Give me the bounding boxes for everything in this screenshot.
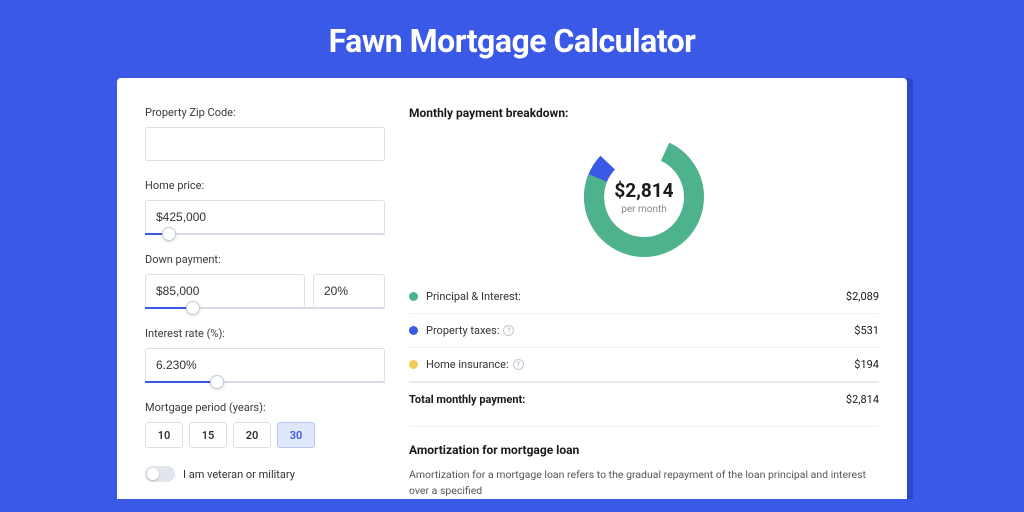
breakdown-title: Monthly payment breakdown: [409,106,879,120]
slider-handle[interactable] [210,375,224,389]
slider-handle[interactable] [162,227,176,241]
amortization-section: Amortization for mortgage loan Amortizat… [409,426,879,499]
slider-handle[interactable] [186,301,200,315]
home-price-input[interactable] [145,200,385,234]
inputs-column: Property Zip Code: Home price: Down paym… [145,106,385,499]
legend-dot [409,360,418,369]
info-icon[interactable]: ? [503,325,514,336]
home-price-group: Home price: [145,179,385,235]
page-title: Fawn Mortgage Calculator [0,0,1024,78]
period-button-30[interactable]: 30 [277,422,315,448]
veteran-toggle-row: I am veteran or military [145,466,385,482]
legend-label: Principal & Interest: [426,290,846,303]
down-payment-slider[interactable] [145,307,385,309]
legend-row-taxes: Property taxes: ? $531 [409,314,879,348]
interest-group: Interest rate (%): [145,327,385,383]
donut-chart: $2,814 per month [581,134,707,260]
legend-label-text: Home insurance: [426,358,509,371]
legend-row-principal: Principal & Interest: $2,089 [409,280,879,314]
legend-value: $194 [854,358,879,371]
period-button-20[interactable]: 20 [233,422,271,448]
period-buttons: 10 15 20 30 [145,422,385,448]
legend-dot [409,292,418,301]
legend-label: Property taxes: ? [426,324,854,337]
down-payment-amount-input[interactable] [145,274,305,308]
veteran-label: I am veteran or military [183,468,295,481]
down-payment-percent-input[interactable] [313,274,385,308]
amortization-title: Amortization for mortgage loan [409,443,879,457]
donut-sub: per month [621,204,667,215]
total-label: Total monthly payment: [409,393,846,406]
legend-label-text: Property taxes: [426,324,499,337]
zip-input[interactable] [145,127,385,161]
amortization-body: Amortization for a mortgage loan refers … [409,467,879,499]
breakdown-column: Monthly payment breakdown: $2,814 per mo… [409,106,879,499]
donut-chart-wrap: $2,814 per month [409,134,879,260]
zip-label: Property Zip Code: [145,106,385,119]
interest-label: Interest rate (%): [145,327,385,340]
legend-value: $2,089 [846,290,879,303]
legend-label: Home insurance: ? [426,358,854,371]
toggle-knob [147,468,159,480]
calculator-card: Property Zip Code: Home price: Down paym… [117,78,907,499]
period-label: Mortgage period (years): [145,401,385,414]
interest-input[interactable] [145,348,385,382]
total-row: Total monthly payment: $2,814 [409,382,879,416]
period-button-15[interactable]: 15 [189,422,227,448]
period-button-10[interactable]: 10 [145,422,183,448]
legend-value: $531 [854,324,879,337]
period-group: Mortgage period (years): 10 15 20 30 [145,401,385,448]
total-value: $2,814 [846,393,879,406]
legend-row-insurance: Home insurance: ? $194 [409,348,879,382]
down-payment-group: Down payment: [145,253,385,309]
donut-amount: $2,814 [614,179,673,202]
veteran-toggle[interactable] [145,466,175,482]
info-icon[interactable]: ? [513,359,524,370]
donut-center: $2,814 per month [581,134,707,260]
home-price-label: Home price: [145,179,385,192]
home-price-slider[interactable] [145,233,385,235]
legend-dot [409,326,418,335]
zip-field-group: Property Zip Code: [145,106,385,161]
down-payment-label: Down payment: [145,253,385,266]
interest-slider[interactable] [145,381,385,383]
